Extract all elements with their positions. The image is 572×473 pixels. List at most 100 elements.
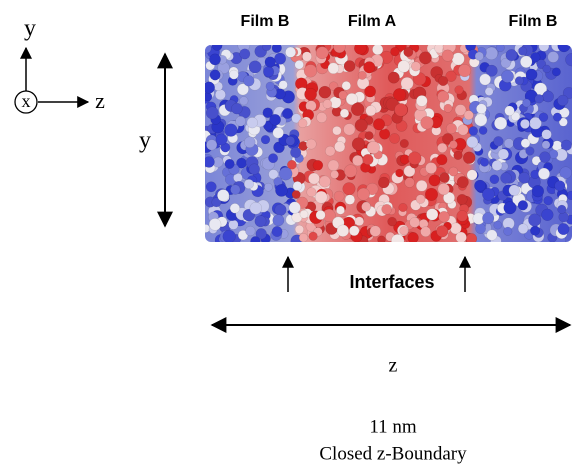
molecule bbox=[404, 177, 415, 188]
molecule bbox=[315, 46, 329, 60]
molecule bbox=[285, 46, 297, 58]
molecule bbox=[547, 51, 559, 63]
molecule bbox=[480, 157, 490, 167]
molecule bbox=[303, 64, 318, 78]
molecule bbox=[437, 183, 450, 196]
molecule bbox=[288, 201, 301, 214]
molecule bbox=[274, 203, 287, 216]
molecule bbox=[214, 89, 226, 101]
molecule bbox=[379, 128, 391, 140]
molecule bbox=[208, 218, 222, 231]
molecule bbox=[274, 52, 287, 65]
molecule bbox=[354, 216, 365, 227]
molecule bbox=[395, 168, 404, 178]
molecule bbox=[552, 112, 562, 122]
molecule bbox=[456, 193, 468, 205]
molecule bbox=[399, 226, 409, 236]
molecule bbox=[482, 212, 495, 225]
molecule bbox=[268, 153, 279, 164]
molecule bbox=[245, 225, 256, 237]
molecule bbox=[486, 229, 498, 241]
molecule bbox=[541, 208, 554, 221]
molecule bbox=[308, 172, 320, 185]
molecule bbox=[514, 76, 524, 86]
molecule bbox=[298, 233, 309, 242]
molecule bbox=[318, 175, 331, 188]
molecule bbox=[454, 85, 464, 95]
molecule bbox=[541, 129, 552, 140]
molecule bbox=[357, 70, 367, 80]
molecule bbox=[271, 45, 282, 54]
molecule bbox=[415, 194, 426, 204]
molecule bbox=[275, 184, 288, 197]
molecule bbox=[518, 171, 531, 184]
molecule bbox=[389, 133, 400, 144]
molecule bbox=[351, 137, 366, 151]
molecule bbox=[255, 228, 267, 240]
molecule bbox=[301, 51, 312, 62]
molecule bbox=[243, 136, 256, 148]
molecule bbox=[489, 174, 500, 185]
molecule bbox=[336, 205, 345, 215]
molecule bbox=[493, 136, 504, 147]
molecule bbox=[438, 211, 450, 223]
molecule bbox=[474, 179, 487, 192]
molecule bbox=[437, 90, 450, 103]
molecule bbox=[520, 55, 533, 68]
molecule bbox=[287, 159, 297, 170]
molecule bbox=[272, 214, 285, 227]
molecule bbox=[394, 103, 408, 117]
molecule bbox=[334, 141, 346, 153]
molecule bbox=[541, 140, 551, 150]
molecule bbox=[503, 201, 517, 215]
molecule bbox=[420, 116, 434, 130]
molecule bbox=[500, 57, 511, 69]
molecule bbox=[445, 70, 457, 82]
molecule bbox=[443, 191, 455, 204]
molecule bbox=[416, 95, 428, 107]
molecule bbox=[518, 46, 528, 56]
molecule bbox=[205, 156, 215, 168]
molecule bbox=[315, 210, 326, 220]
molecule bbox=[327, 159, 340, 172]
molecule bbox=[215, 133, 228, 146]
molecule bbox=[436, 225, 449, 238]
molecule bbox=[542, 64, 551, 74]
molecule bbox=[344, 194, 356, 205]
molecule bbox=[306, 187, 317, 198]
molecule bbox=[343, 60, 356, 72]
molecule bbox=[268, 169, 279, 180]
molecule bbox=[369, 225, 381, 237]
molecule bbox=[476, 103, 487, 115]
molecule bbox=[229, 69, 239, 80]
molecule bbox=[365, 105, 377, 117]
molecule bbox=[415, 180, 428, 192]
molecule bbox=[229, 203, 241, 214]
molecule bbox=[448, 166, 459, 177]
molecule bbox=[445, 123, 457, 135]
molecule bbox=[290, 146, 302, 159]
molecule bbox=[372, 45, 384, 56]
molecule bbox=[217, 189, 230, 202]
molecule bbox=[403, 47, 414, 57]
region-label: Film B bbox=[509, 13, 558, 30]
molecule bbox=[558, 107, 570, 119]
molecule bbox=[390, 46, 400, 57]
molecule bbox=[314, 190, 328, 204]
molecule bbox=[391, 234, 405, 242]
molecule bbox=[479, 73, 491, 86]
molecule bbox=[285, 136, 296, 146]
molecule bbox=[235, 115, 246, 127]
molecule bbox=[522, 98, 531, 108]
molecule bbox=[557, 94, 569, 107]
molecule bbox=[468, 126, 479, 136]
molecule bbox=[236, 83, 249, 96]
molecule bbox=[409, 217, 421, 228]
molecule bbox=[250, 236, 261, 242]
molecule bbox=[294, 224, 304, 234]
molecule bbox=[205, 224, 211, 233]
molecule bbox=[465, 233, 478, 242]
molecule bbox=[441, 49, 454, 62]
molecule bbox=[426, 208, 439, 221]
